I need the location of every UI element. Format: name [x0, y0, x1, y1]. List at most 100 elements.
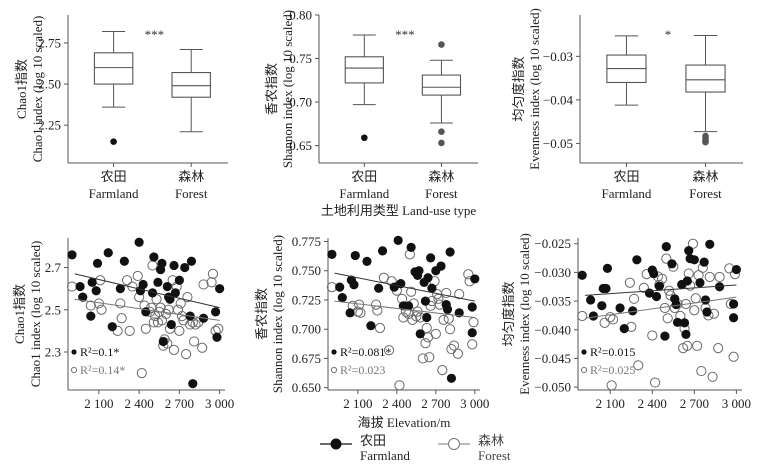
- top-middle-farmland-outlier: [361, 134, 368, 142]
- bottom-middle-farmland-point: [335, 282, 345, 292]
- top-right-ytick-label: −0.03: [543, 49, 573, 64]
- bottom-middle-forest-point: [443, 313, 454, 324]
- bottom-middle-forest-point: [452, 348, 464, 359]
- bottom-left-forest-point: [124, 325, 135, 336]
- bottom-right-farmland-point: [699, 257, 709, 267]
- bottom-left-forest-point: [155, 302, 166, 313]
- bottom-right-farmland-point: [695, 278, 705, 288]
- legend-forest-cn: 森林: [478, 433, 505, 448]
- bottom-middle-farmland-point: [377, 246, 388, 256]
- top-left-ytick-label: 2.75: [38, 35, 61, 50]
- bottom-middle-forest-point: [372, 305, 383, 316]
- bottom-right-farmland-point: [660, 331, 670, 341]
- bottom-right-r2-forest-marker: [580, 366, 588, 374]
- bottom-right-farmland-point: [679, 318, 690, 328]
- bottom-right-forest-point: [599, 317, 610, 328]
- bottom-right-forest-point: [689, 305, 700, 316]
- bottom-left-xtick-label: 2 700: [165, 396, 194, 411]
- top-middle-ylabel-cn: 香农指数: [264, 63, 279, 115]
- top-right-category-en: Farmland: [602, 186, 652, 201]
- legend-forest-marker: [438, 438, 470, 450]
- bottom-left-farmland-point: [174, 275, 184, 285]
- bottom-middle-farmland-point: [436, 261, 446, 271]
- bottom-left-farmland-point: [134, 237, 144, 247]
- bottom-middle-forest-point: [383, 345, 395, 356]
- bottom-left-r2-farmland: R²=0.1*: [80, 345, 119, 359]
- bottom-middle-r2-forest-marker: [330, 366, 338, 374]
- bottom-middle-farmland-point: [366, 321, 376, 331]
- bottom-right-forest-point: [605, 312, 616, 323]
- bottom-right-forest-point: [728, 351, 739, 362]
- bottom-right-forest-point: [707, 371, 718, 382]
- bottom-middle-farmland-point: [374, 283, 384, 293]
- bottom-middle-farmland-fit-line: [334, 272, 475, 302]
- top-right-category-en: Forest: [689, 186, 722, 201]
- top-middle-farmland-box: [344, 56, 384, 84]
- bottom-left-xtick-label: 3 000: [205, 396, 234, 411]
- bottom-middle-farmland-point: [422, 312, 432, 323]
- bottom-middle-ytick-label: 0.750: [292, 263, 321, 278]
- bottom-middle-farmland-point: [345, 308, 355, 318]
- bottom-right-forest-point: [704, 271, 715, 283]
- bottom-middle-ytick-label: 0.675: [292, 351, 321, 366]
- bottom-right-ytick-label: −0.040: [534, 322, 571, 337]
- bottom-right-forest-point: [692, 340, 703, 351]
- bottom-right-farmland-point: [649, 268, 659, 279]
- bottom-right-farmland-point: [654, 281, 664, 291]
- bottom-left-farmland-point: [215, 284, 225, 294]
- bottom-right-farmland-point: [689, 255, 699, 265]
- bottom-right-farmland-point: [619, 324, 629, 334]
- bottom-right-farmland-point: [615, 303, 625, 313]
- bottom-middle-forest-point: [394, 380, 405, 391]
- bottom-right-forest-point: [662, 313, 673, 324]
- bottom-middle-forest-point: [406, 286, 417, 297]
- bottom-left-ylabel-en: Chao1 index (log 10 scaled): [28, 241, 43, 388]
- bottom-right-farmland-point: [577, 270, 587, 280]
- bottom-right-farmland-point: [597, 301, 607, 311]
- bottom-right-farmland-point: [671, 299, 681, 310]
- bottom-left-r2-farmland-marker: [71, 349, 77, 355]
- bottom-middle-farmland-point: [349, 280, 359, 290]
- bottom-middle-farmland-point: [445, 247, 455, 257]
- bottom-left-farmland-point: [158, 336, 168, 347]
- bottom-left-ytick-label: 2.7: [45, 260, 62, 275]
- bottom-right-forest-point: [647, 330, 658, 341]
- bottom-left-xtick-label: 2 400: [124, 396, 153, 411]
- bottom-middle-farmland-point: [442, 304, 453, 314]
- top-right-category-cn: 森林: [693, 169, 719, 184]
- top-left-ytick-label: 2.25: [38, 118, 61, 133]
- bottom-middle-forest-point: [355, 307, 366, 318]
- bottom-left-forest-point: [213, 323, 224, 334]
- bottom-left-farmland-point: [138, 279, 148, 290]
- bottom-right-ylabel-cn: 均匀度指数: [501, 281, 516, 346]
- top-middle-forest-box: [421, 74, 462, 96]
- bottom-right-farmland-point: [586, 295, 596, 305]
- bottom-middle-farmland-point: [467, 328, 477, 338]
- bottom-left-forest-point: [182, 292, 193, 303]
- top-right-forest-box: [685, 64, 726, 93]
- bottom-middle-farmland-point: [327, 249, 337, 259]
- bottom-middle-forest-point: [420, 338, 431, 349]
- bottom-right-farmland-point: [728, 313, 739, 323]
- bottom-left-forest-point: [148, 317, 159, 328]
- bottom-right-farmland-point: [632, 255, 642, 265]
- bottom-left-ytick-label: 2.3: [45, 345, 61, 360]
- bottom-left-ylabel-cn: Chao1指数: [12, 284, 27, 344]
- bottom-middle-forest-point: [448, 340, 460, 351]
- top-middle-ytick-label: 0.75: [289, 51, 312, 66]
- top-right-ylabel-cn: 均匀度指数: [511, 56, 526, 121]
- bottom-left-farmland-point: [115, 284, 125, 294]
- bottom-left-ytick-label: 2.5: [45, 302, 61, 317]
- bottom-middle-forest-point: [437, 365, 448, 376]
- bottom-right-xtick-label: 2 100: [596, 396, 625, 411]
- bottom-right-farmland-point: [667, 259, 677, 269]
- bottom-left-forest-point: [189, 336, 200, 347]
- bottom-right-forest-point: [664, 285, 675, 296]
- bottom-right-farmland-point: [684, 246, 694, 256]
- bottom-right-farmland-point: [661, 242, 671, 252]
- bottom-left-farmland-fit-line: [74, 273, 220, 309]
- bottom-right-farmland-point: [705, 239, 715, 249]
- bottom-middle-xtick-label: 2 700: [421, 396, 450, 411]
- bottom-left-farmland-point: [180, 262, 190, 273]
